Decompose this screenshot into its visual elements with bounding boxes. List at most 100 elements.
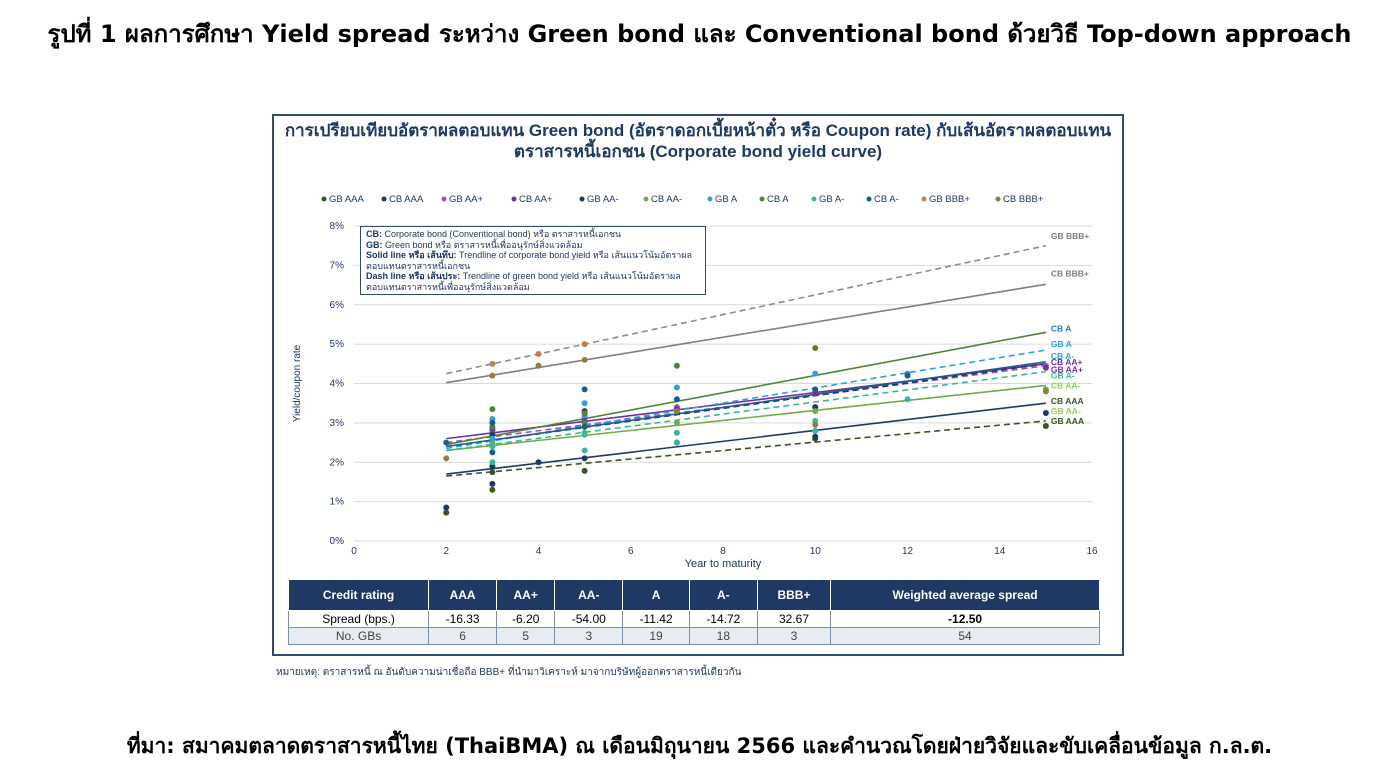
y-tick-label: 2% [330, 457, 345, 468]
legend-marker [759, 196, 765, 202]
data-point [489, 435, 496, 442]
legend-entry: CB AA+ [519, 194, 553, 205]
table-cell: -12.50 [830, 610, 1100, 628]
data-point [581, 356, 588, 363]
legend-entry: GB AA- [587, 194, 619, 205]
legend-marker [381, 196, 387, 202]
data-point [581, 386, 588, 393]
data-point [1042, 423, 1049, 430]
data-point [673, 429, 680, 436]
data-point [673, 362, 680, 369]
data-point [489, 486, 496, 493]
data-point [581, 400, 588, 407]
table-cell: -14.72 [688, 610, 758, 628]
table-cell: 3 [756, 627, 832, 645]
y-tick-label: 8% [330, 221, 345, 232]
data-point [581, 341, 588, 348]
legend-entry: GB A [715, 194, 738, 205]
spread-table: Credit rating AAA AA+ AA- A A- BBB+ Weig… [287, 579, 1100, 645]
y-tick-label: 7% [330, 260, 345, 271]
legend-entry: CB A- [874, 194, 899, 205]
data-point [443, 455, 450, 462]
data-point [443, 509, 450, 516]
table-header-cell: AA- [554, 579, 624, 611]
legend-marker [643, 196, 649, 202]
data-point [581, 410, 588, 417]
table-cell: 54 [830, 627, 1100, 645]
data-point [489, 406, 496, 413]
y-tick-label: 3% [330, 418, 345, 429]
data-point [535, 459, 542, 466]
legend-marker [511, 196, 517, 202]
data-point [812, 433, 819, 440]
legend-entry: GB AA+ [449, 194, 484, 205]
table-header-cell: A- [688, 579, 758, 611]
data-point [904, 372, 911, 379]
x-tick-label: 14 [994, 546, 1006, 557]
data-point [489, 469, 496, 476]
table-cell: 19 [622, 627, 690, 645]
trendline-end-label: CB A- [1051, 351, 1074, 361]
trendline-end-label: CB AA- [1051, 380, 1081, 390]
table-header-cell: AA+ [496, 579, 556, 611]
table-row-count: No. GBs 6 5 3 19 18 3 54 [287, 627, 1100, 645]
table-header-cell: AAA [428, 579, 498, 611]
y-tick-label: 1% [330, 497, 345, 508]
table-header-row: Credit rating AAA AA+ AA- A A- BBB+ Weig… [287, 579, 1100, 611]
data-point [581, 423, 588, 430]
data-point [812, 421, 819, 428]
trendline-end-label: GB AA- [1051, 406, 1081, 416]
legend-entry: CB AAA [389, 194, 424, 205]
trendline-cb-a [446, 331, 1047, 446]
data-point [535, 350, 542, 357]
table-header-cell: Credit rating [287, 579, 430, 611]
data-point [489, 419, 496, 426]
x-tick-label: 16 [1086, 546, 1098, 557]
legend-marker [579, 196, 585, 202]
trendline-gb-a- [446, 370, 1046, 452]
x-tick-label: 4 [536, 546, 542, 557]
legend-entry: CB BBB+ [1003, 194, 1044, 205]
legend-entry: CB A [767, 194, 789, 205]
legend-marker [441, 196, 447, 202]
footnote: หมายเหตุ: ตราสารหนี้ ณ อันดับความน่าเชื่… [276, 667, 742, 678]
table-cell: 32.67 [756, 610, 832, 628]
data-point [489, 372, 496, 379]
trendline-cb-a- [446, 361, 1046, 448]
data-point [904, 396, 911, 403]
data-point [581, 467, 588, 474]
x-tick-label: 8 [720, 546, 726, 557]
y-tick-label: 0% [330, 536, 345, 547]
data-point [812, 370, 819, 377]
definition-line-solid: Solid line หรือ เส้นทึบ: Trendline of co… [366, 250, 693, 271]
table-cell: 5 [496, 627, 556, 645]
data-point [489, 443, 496, 450]
table-cell: -11.42 [622, 610, 690, 628]
data-point [812, 427, 819, 434]
trendline-gb-aaa [446, 420, 1046, 477]
chart-title: การเปรียบเทียบอัตราผลตอบแทน Green bond (… [284, 121, 1112, 161]
legend-marker [921, 196, 927, 202]
y-tick-label: 6% [330, 300, 345, 311]
legend-marker [995, 196, 1001, 202]
trendline-end-label: CB A [1051, 323, 1071, 333]
chart-plot: 0% 1% 2% 3% 4% 5% 6% 7% 8% 0 2 4 6 8 10 12 14 16 Year to m… [292, 194, 1098, 570]
figure-title: รูปที่ 1 ผลการศึกษา Yield spread ระหว่าง… [47, 20, 1352, 48]
trendline-gb-bbb- [446, 244, 1047, 375]
data-point [581, 455, 588, 462]
x-tick-label: 0 [351, 546, 357, 557]
legend-entry: GB BBB+ [929, 194, 970, 205]
x-axis-label: Year to maturity [685, 558, 762, 570]
trendline-end-label: CB AAA [1051, 396, 1084, 406]
definition-line-dash: Dash line หรือ เส้นประ: Trendline of gre… [366, 271, 681, 292]
y-tick-label: 5% [330, 339, 345, 350]
data-point [673, 396, 680, 403]
trendline-end-label: GB AA+ [1051, 365, 1083, 375]
trendline-end-label: CB BBB+ [1051, 268, 1089, 278]
table-row-spread: Spread (bps.) -16.33 -6.20 -54.00 -11.42… [287, 610, 1100, 628]
data-point [489, 459, 496, 466]
trendline-end-label: GB A [1051, 339, 1072, 349]
data-point [673, 439, 680, 446]
data-point [489, 360, 496, 367]
definitions-box: CB: Corporate bond (Conventional bond) ห… [360, 226, 706, 295]
